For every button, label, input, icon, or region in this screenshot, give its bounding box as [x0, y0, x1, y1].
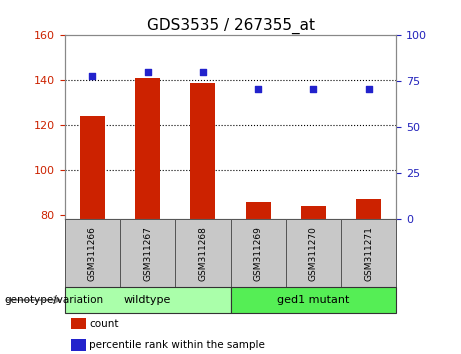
Bar — [230, 219, 286, 289]
Bar — [190, 82, 215, 219]
Bar — [65, 287, 230, 313]
Bar — [286, 219, 341, 289]
Bar — [356, 199, 381, 219]
Bar — [135, 78, 160, 219]
Text: GSM311270: GSM311270 — [309, 227, 318, 281]
Bar — [80, 116, 105, 219]
Point — [89, 73, 96, 79]
Bar — [71, 318, 86, 330]
Bar — [175, 219, 230, 289]
Bar — [120, 219, 175, 289]
Text: wildtype: wildtype — [124, 295, 171, 305]
Text: GSM311271: GSM311271 — [364, 227, 373, 281]
Point — [144, 69, 151, 75]
Point — [310, 86, 317, 92]
Bar — [65, 219, 120, 289]
Bar — [230, 287, 396, 313]
Text: percentile rank within the sample: percentile rank within the sample — [89, 340, 266, 350]
Text: count: count — [89, 319, 119, 329]
Bar — [341, 219, 396, 289]
Text: ged1 mutant: ged1 mutant — [278, 295, 349, 305]
Point — [365, 86, 372, 92]
Bar — [301, 206, 326, 219]
Text: GSM311268: GSM311268 — [198, 227, 207, 281]
Bar — [246, 201, 271, 219]
Text: GSM311269: GSM311269 — [254, 227, 263, 281]
Text: GSM311266: GSM311266 — [88, 227, 97, 281]
Title: GDS3535 / 267355_at: GDS3535 / 267355_at — [147, 18, 314, 34]
Text: genotype/variation: genotype/variation — [5, 295, 104, 305]
Text: GSM311267: GSM311267 — [143, 227, 152, 281]
Point — [254, 86, 262, 92]
Point — [199, 69, 207, 75]
Bar — [71, 339, 86, 351]
